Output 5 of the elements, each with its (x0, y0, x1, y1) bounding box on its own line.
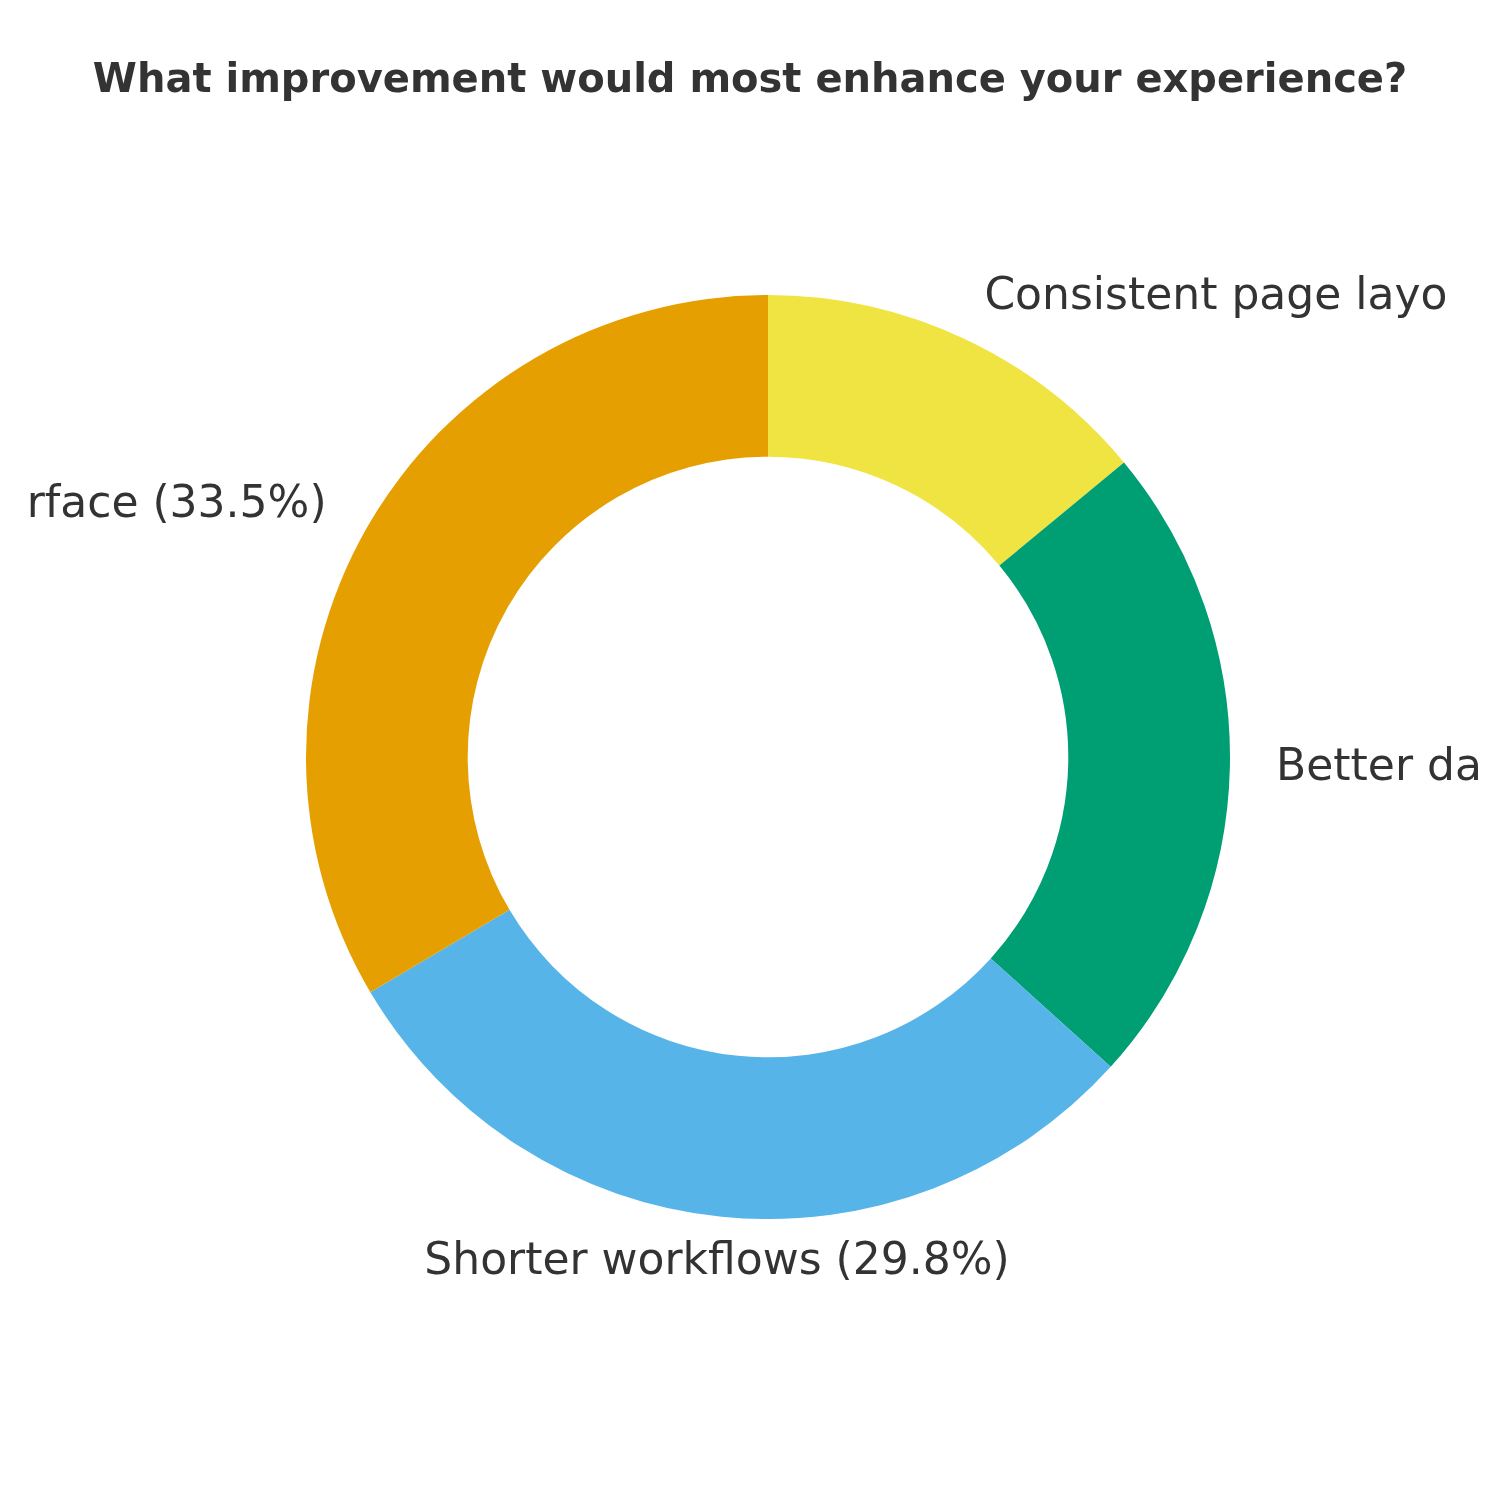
chart-title: What improvement would most enhance your experience? (92, 55, 1408, 102)
slice-label: Consistent page layo (984, 267, 1448, 319)
slice-label: rface (33.5%) (26, 475, 327, 527)
slice-label: Shorter workflows (29.8%) (424, 1233, 1010, 1285)
slice-label: Better da (1276, 738, 1482, 790)
